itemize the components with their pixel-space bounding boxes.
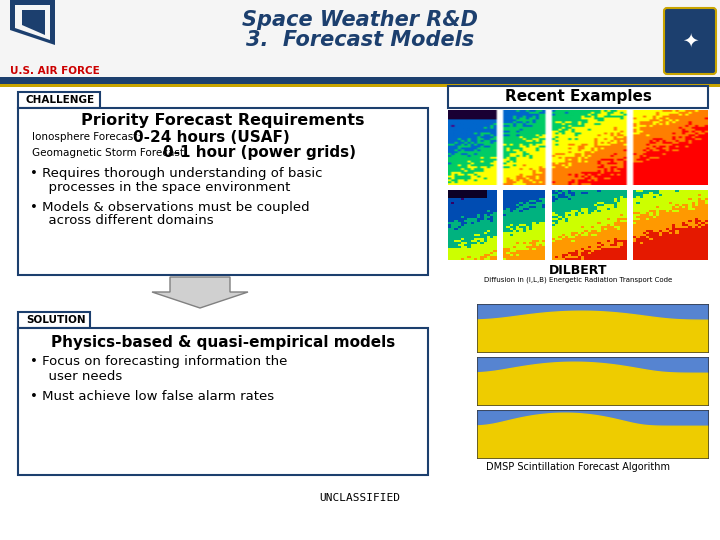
Text: 3.  Forecast Models: 3. Forecast Models (246, 30, 474, 50)
Text: user needs: user needs (40, 369, 122, 382)
Polygon shape (22, 10, 45, 35)
Text: • Models & observations must be coupled: • Models & observations must be coupled (30, 200, 310, 213)
Text: • Must achieve low false alarm rates: • Must achieve low false alarm rates (30, 390, 274, 403)
FancyBboxPatch shape (664, 8, 716, 74)
Text: Diffusion in (I,L,B) Energetic Radiation Transport Code: Diffusion in (I,L,B) Energetic Radiation… (484, 276, 672, 284)
Text: across different domains: across different domains (40, 214, 214, 227)
FancyBboxPatch shape (18, 312, 90, 328)
Text: • Focus on forecasting information the: • Focus on forecasting information the (30, 355, 287, 368)
FancyBboxPatch shape (18, 92, 100, 108)
Text: Space Weather R&D: Space Weather R&D (242, 10, 478, 30)
Text: Priority Forecast Requirements: Priority Forecast Requirements (81, 112, 365, 127)
Text: U.S. AIR FORCE: U.S. AIR FORCE (10, 66, 100, 76)
Bar (0, 84, 720, 87)
Text: CHALLENGE: CHALLENGE (26, 95, 95, 105)
Bar (0, 77, 720, 84)
Text: ✦: ✦ (682, 31, 698, 51)
Text: 0-24 hours (USAF): 0-24 hours (USAF) (133, 130, 289, 145)
Text: processes in the space environment: processes in the space environment (40, 180, 290, 193)
Polygon shape (10, 0, 55, 45)
Text: 0-1 hour (power grids): 0-1 hour (power grids) (163, 145, 356, 160)
Polygon shape (152, 277, 248, 308)
Text: UNCLASSIFIED: UNCLASSIFIED (320, 493, 400, 503)
Text: SOLUTION: SOLUTION (26, 315, 86, 325)
Text: Physics-based & quasi-empirical models: Physics-based & quasi-empirical models (51, 334, 395, 349)
FancyBboxPatch shape (18, 328, 428, 475)
Text: Geomagnetic Storm Forecast:: Geomagnetic Storm Forecast: (32, 148, 188, 158)
Bar (0, 0, 720, 78)
Text: • Requires thorough understanding of basic: • Requires thorough understanding of bas… (30, 166, 323, 179)
Polygon shape (15, 5, 50, 40)
FancyBboxPatch shape (18, 108, 428, 275)
Text: Recent Examples: Recent Examples (505, 90, 652, 105)
Text: DMSP Scintillation Forecast Algorithm: DMSP Scintillation Forecast Algorithm (486, 462, 670, 472)
Text: Ionosphere Forecast:: Ionosphere Forecast: (32, 132, 141, 142)
Text: DILBERT: DILBERT (549, 264, 607, 276)
FancyBboxPatch shape (448, 86, 708, 108)
